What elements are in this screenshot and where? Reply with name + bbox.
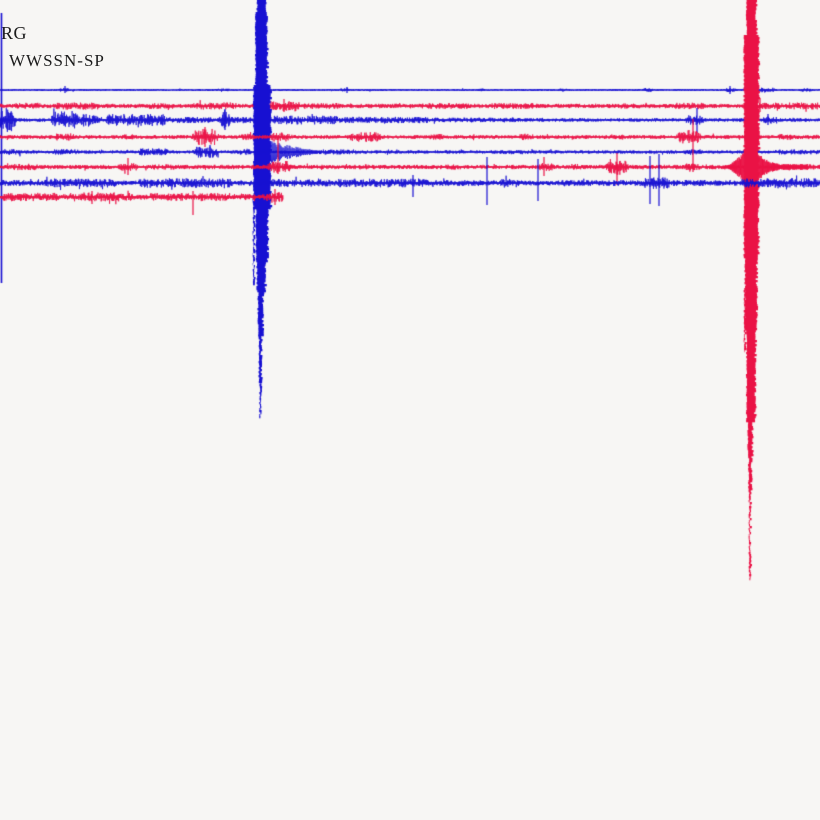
seismogram-view: RG WWSSN-SP (0, 0, 820, 820)
seismogram-canvas[interactable] (0, 0, 820, 820)
